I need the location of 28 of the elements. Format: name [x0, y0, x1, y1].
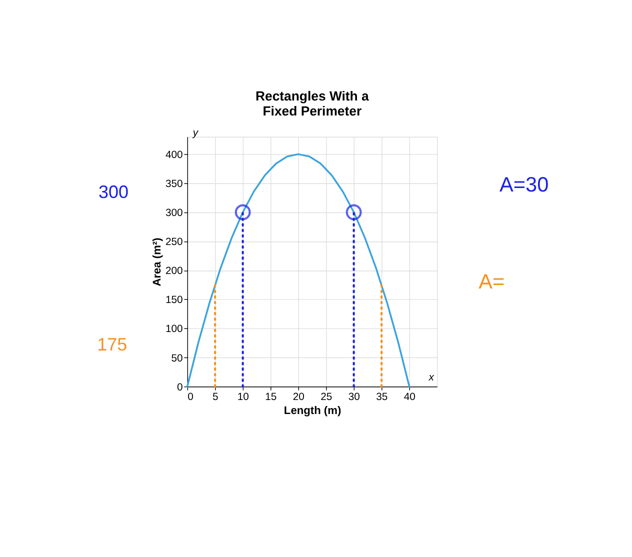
y-tick-label: 400: [165, 150, 184, 162]
y-tick-label: 300: [165, 208, 184, 220]
x-tick-label: 10: [237, 392, 250, 404]
line-series: [186, 153, 410, 388]
x-tick-label: 20: [292, 392, 305, 404]
x-axis-title: Length (m): [284, 404, 342, 417]
x-tick-label: 30: [348, 392, 360, 404]
y-tick-label: 50: [171, 353, 184, 364]
y-tick-label: 200: [165, 266, 184, 278]
y-tick-label: 350: [165, 179, 184, 190]
y-tick-label: 150: [165, 295, 184, 306]
x-tick-label: 40: [404, 392, 416, 404]
y-axis-title: Area (m²): [152, 237, 164, 286]
chart-title: Rectangles With a Fixed Perimeter: [256, 88, 370, 118]
y-tick-label: 100: [165, 324, 184, 336]
x-tick-label: 25: [320, 392, 332, 404]
x-tick-label: 15: [265, 392, 277, 404]
text: A=30: [499, 174, 549, 197]
x-tick-label: 5: [212, 392, 219, 404]
annotation: x: [428, 372, 435, 384]
annotation: y: [192, 128, 199, 140]
x-tick-label: 35: [376, 392, 388, 404]
text: 300: [98, 182, 129, 202]
text: 175: [97, 334, 128, 354]
x-tick-label: 0: [188, 392, 194, 404]
y-tick-label: 0: [177, 382, 184, 394]
text: A=: [478, 270, 505, 294]
y-tick-label: 250: [165, 237, 184, 248]
